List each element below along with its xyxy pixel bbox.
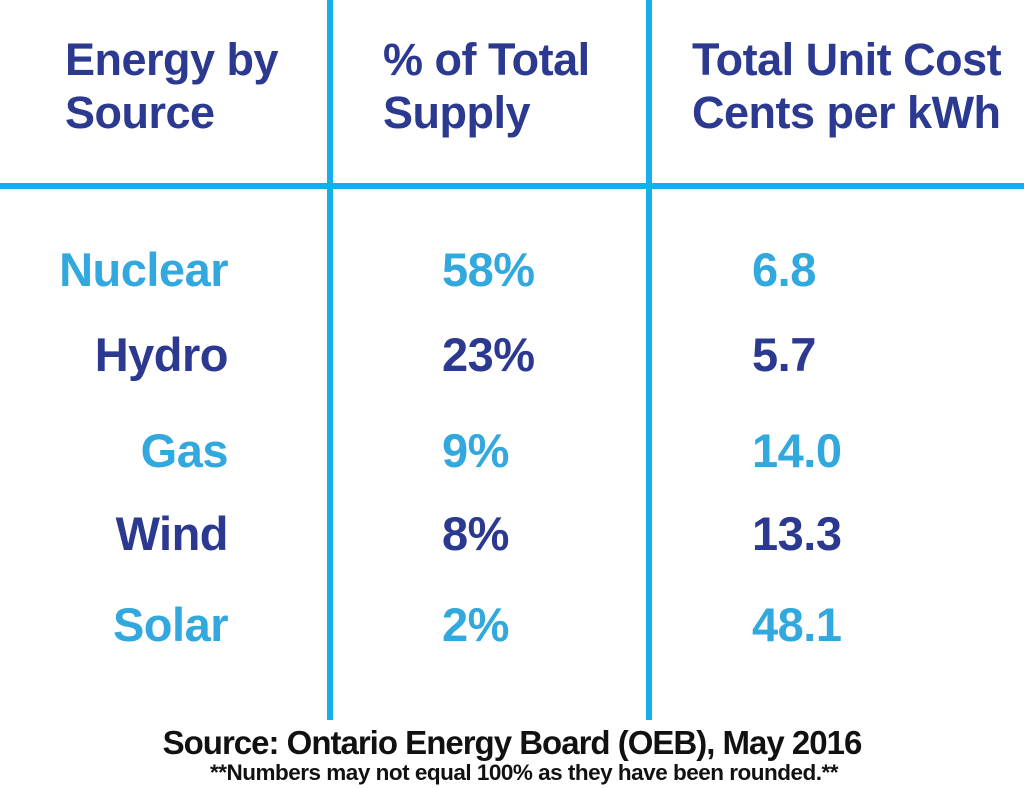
row-label-solar: Solar: [112, 598, 229, 651]
header-divider-line: [0, 183, 1024, 189]
col-header-total-unit-cost: Total Unit Cost Cents per kWh: [692, 33, 1002, 139]
column-divider-2: [646, 0, 652, 720]
col-header-line: Supply: [383, 87, 531, 138]
percent-value-hydro: 23%: [442, 328, 535, 381]
col-header-percent-of-total-supply: % of Total Supply: [383, 33, 590, 139]
row-label-nuclear: Nuclear: [59, 243, 228, 296]
rounding-footnote: **Numbers may not equal 100% as they hav…: [210, 760, 838, 785]
row-label-gas: Gas: [140, 424, 229, 477]
cost-value-gas: 14.0: [752, 424, 842, 477]
col-header-line: Energy by: [65, 34, 279, 85]
col-header-line: Source: [65, 87, 215, 138]
column-divider-1: [327, 0, 333, 720]
percent-value-gas: 9%: [442, 424, 509, 477]
col-header-energy-by-source: Energy by Source: [65, 33, 279, 139]
cost-value-wind: 13.3: [752, 507, 842, 560]
col-header-line: % of Total: [383, 34, 590, 85]
row-label-hydro: Hydro: [94, 328, 229, 381]
percent-value-wind: 8%: [442, 507, 509, 560]
percent-value-solar: 2%: [442, 598, 509, 651]
col-header-line: Cents per kWh: [692, 87, 1001, 138]
row-label-wind: Wind: [115, 507, 229, 560]
cost-value-hydro: 5.7: [752, 328, 816, 381]
cost-value-nuclear: 6.8: [752, 243, 816, 296]
col-header-line: Total Unit Cost: [692, 34, 1002, 85]
percent-value-nuclear: 58%: [442, 243, 535, 296]
source-attribution: Source: Ontario Energy Board (OEB), May …: [162, 724, 863, 761]
cost-value-solar: 48.1: [752, 598, 842, 651]
